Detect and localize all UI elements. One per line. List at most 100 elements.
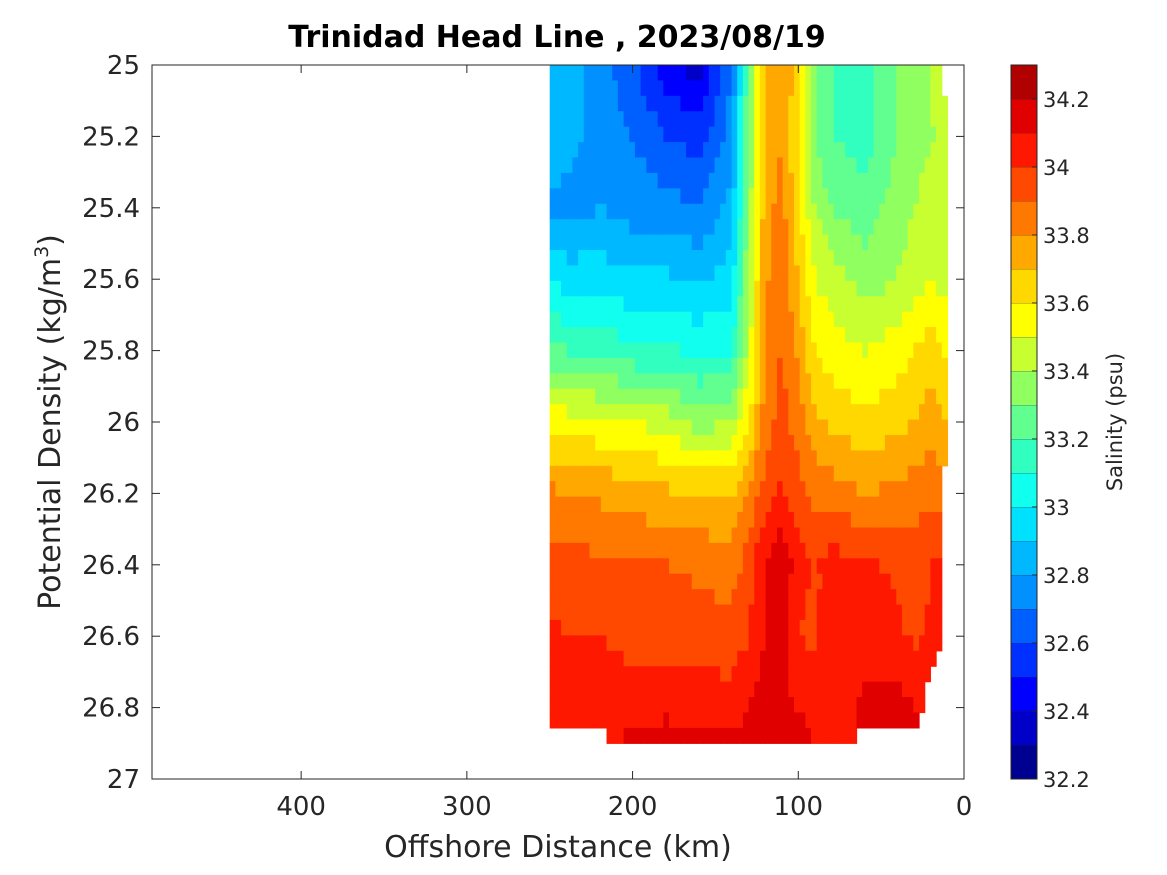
contour-cell [913, 342, 920, 359]
contour-cell [782, 327, 789, 344]
contour-cell [617, 373, 625, 390]
contour-cell [862, 542, 869, 559]
contour-cell [867, 172, 875, 189]
contour-cell [674, 388, 681, 405]
contour-cell [640, 188, 647, 205]
contour-cell [714, 219, 721, 236]
contour-cell [890, 280, 897, 297]
contour-cell [674, 465, 681, 482]
contour-cell [629, 327, 636, 344]
contour-cell [805, 404, 812, 421]
contour-cell [640, 697, 647, 714]
contour-cell [919, 172, 926, 189]
contour-cell [612, 95, 619, 112]
contour-cell [754, 296, 761, 313]
contour-cell [651, 111, 659, 128]
contour-cell [805, 481, 812, 498]
colorbar-cell [1011, 303, 1037, 337]
contour-cell [850, 465, 858, 482]
contour-cell [623, 481, 630, 498]
contour-cell [725, 465, 733, 482]
contour-cell [742, 280, 750, 297]
contour-cell [731, 234, 738, 251]
contour-cell [555, 619, 562, 636]
contour-cell [714, 296, 721, 313]
contour-cell [737, 157, 744, 174]
contour-cell [879, 450, 886, 467]
contour-cell [617, 157, 625, 174]
contour-cell [606, 95, 613, 112]
contour-cell [606, 666, 613, 683]
contour-cell [561, 419, 568, 436]
contour-cell [794, 404, 801, 421]
contour-cell [646, 357, 653, 374]
contour-cell [799, 327, 806, 344]
contour-cell [595, 172, 602, 189]
contour-cell [776, 512, 784, 529]
contour-cell [896, 80, 903, 97]
contour-cell [742, 203, 750, 220]
contour-cell [919, 357, 926, 374]
contour-cell [737, 450, 744, 467]
contour-cell [833, 727, 841, 744]
contour-cell [549, 342, 556, 359]
contour-cell [845, 111, 852, 128]
contour-cell [583, 373, 591, 390]
contour-cell [703, 126, 710, 143]
contour-cell [657, 142, 664, 159]
contour-cell [924, 95, 931, 112]
contour-cell [890, 342, 897, 359]
contour-cell [578, 465, 585, 482]
contour-cell [549, 512, 556, 529]
contour-cell [595, 342, 602, 359]
contour-cell [589, 465, 596, 482]
contour-cell [657, 327, 664, 344]
contour-cell [782, 681, 789, 698]
contour-cell [634, 172, 642, 189]
contour-cell [731, 311, 738, 328]
contour-cell [845, 373, 852, 390]
contour-cell [640, 434, 647, 451]
contour-cell [646, 111, 653, 128]
contour-cell [748, 265, 755, 282]
contour-cell [686, 388, 693, 405]
contour-cell [720, 542, 727, 559]
contour-cell [629, 342, 636, 359]
contour-cell [765, 111, 772, 128]
contour-cell [856, 419, 863, 436]
contour-cell [578, 619, 585, 636]
contour-cell [623, 419, 630, 436]
contour-cell [856, 650, 863, 667]
contour-cell [924, 419, 931, 436]
contour-cell [708, 157, 716, 174]
contour-cell [583, 434, 591, 451]
contour-cell [890, 111, 897, 128]
contour-cell [663, 450, 670, 467]
contour-cell [634, 542, 642, 559]
contour-cell [589, 573, 596, 590]
contour-cell [919, 589, 926, 606]
contour-cell [612, 296, 619, 313]
contour-cell [651, 280, 659, 297]
contour-cell [759, 681, 767, 698]
contour-cell [669, 142, 676, 159]
contour-cell [680, 388, 687, 405]
contour-cell [936, 126, 943, 143]
contour-cell [686, 465, 693, 482]
contour-cell [725, 95, 733, 112]
contour-cell [714, 589, 721, 606]
contour-cell [765, 542, 772, 559]
contour-cell [828, 604, 835, 621]
contour-cell [657, 373, 664, 390]
contour-cell [913, 589, 920, 606]
contour-cell [850, 712, 858, 729]
contour-cell [811, 342, 818, 359]
contour-cell [595, 219, 602, 236]
contour-cell [867, 388, 875, 405]
contour-cell [555, 234, 562, 251]
contour-cell [589, 619, 596, 636]
contour-cell [589, 234, 596, 251]
contour-cell [901, 419, 909, 436]
contour-cell [776, 388, 784, 405]
contour-cell [640, 512, 647, 529]
